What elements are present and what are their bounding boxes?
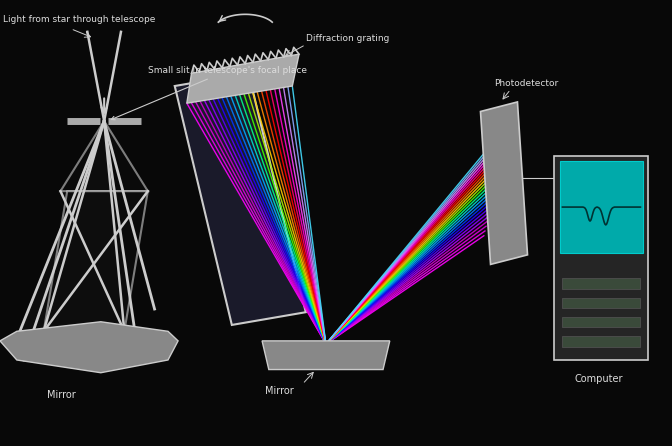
FancyBboxPatch shape xyxy=(562,297,640,308)
Text: Light from star through telescope: Light from star through telescope xyxy=(3,15,156,24)
Polygon shape xyxy=(0,322,178,373)
Polygon shape xyxy=(480,102,528,264)
FancyBboxPatch shape xyxy=(562,278,640,289)
FancyBboxPatch shape xyxy=(562,317,640,327)
Text: Photodetector: Photodetector xyxy=(494,79,558,88)
Polygon shape xyxy=(44,191,148,331)
Polygon shape xyxy=(13,121,134,347)
Text: Diffraction grating: Diffraction grating xyxy=(306,34,389,43)
Polygon shape xyxy=(187,54,299,103)
FancyBboxPatch shape xyxy=(554,156,648,360)
Polygon shape xyxy=(175,73,306,325)
FancyBboxPatch shape xyxy=(560,161,643,253)
Text: Mirror: Mirror xyxy=(265,386,294,396)
Polygon shape xyxy=(60,121,148,191)
Text: Computer: Computer xyxy=(575,374,623,384)
Text: Small slit in telescope's focal place: Small slit in telescope's focal place xyxy=(112,66,307,120)
FancyBboxPatch shape xyxy=(562,336,640,347)
Text: Mirror: Mirror xyxy=(47,390,76,400)
Polygon shape xyxy=(262,341,390,370)
